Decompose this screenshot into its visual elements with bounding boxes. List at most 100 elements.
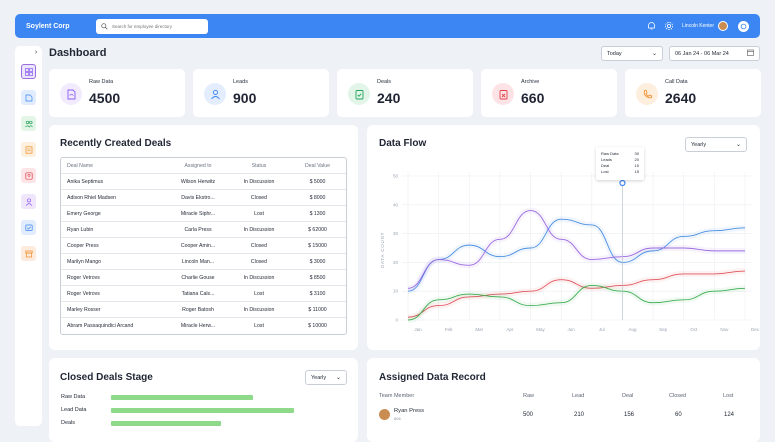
stat-label: Leads (233, 79, 248, 85)
sidebar-item-archive-icon[interactable] (21, 246, 36, 261)
table-cell: Closed (250, 258, 268, 265)
record-value: 124 (724, 412, 735, 418)
table-cell: Wilson Herwitz (180, 178, 216, 185)
data-flow-card: Data Flow Yearly ⌄ (367, 125, 760, 350)
calendar-icon (747, 49, 754, 58)
table-row[interactable]: Adison Rhiel Madsen Davis Ekstro... Closed… (61, 190, 346, 206)
tooltip-value: 15 (634, 163, 639, 168)
closed-stage-period-select[interactable]: Yearly ⌄ (305, 370, 347, 385)
deals-table: Deal Name Assigned to Status Deal Value … (60, 157, 347, 335)
tooltip-value: 15 (634, 169, 639, 174)
table-row[interactable]: Ryan Lubin Carla Press In Discussion $ 6200… (61, 222, 346, 238)
table-cell: $ 8000 (309, 194, 326, 201)
table-cell: $ 3000 (309, 258, 326, 265)
stat-value: 660 (521, 90, 545, 106)
table-cell: In Discussion (243, 306, 275, 313)
table-cell: Cooper Press (67, 242, 99, 249)
bell-icon[interactable] (646, 21, 657, 32)
table-cell: $ 1300 (309, 210, 326, 217)
tooltip-label: Leads (601, 157, 612, 162)
member-sub: 806 (394, 416, 401, 421)
stat-card-call-data[interactable]: Call Data 2640 (625, 69, 761, 117)
theme-toggle-icon[interactable] (738, 20, 749, 32)
table-cell: $ 3100 (309, 290, 326, 297)
table-header: Deal Name Assigned to Status Deal Value (61, 158, 346, 174)
sidebar-item-profile-icon[interactable] (21, 194, 36, 209)
closed-deals-stage-card: Closed Deals Stage Yearly ⌄ (49, 358, 358, 442)
sidebar-item-team-icon[interactable] (21, 116, 36, 131)
table-cell: Cooper Amin... (180, 242, 216, 249)
table-cell: Roger Batosh (182, 306, 214, 313)
table-cell: In Discussion (243, 274, 275, 281)
search-box[interactable] (96, 18, 208, 34)
user-name[interactable]: Lincoln Kenter (682, 23, 714, 29)
table-row[interactable]: Cooper Press Cooper Amin... Closed $ 15000 (61, 238, 346, 254)
period-select-value: Yearly (691, 141, 707, 148)
column-header[interactable]: Deal Value (305, 162, 330, 169)
table-row[interactable]: Anika Septimus Wilson Herwitz In Discussio… (61, 174, 346, 190)
date-range-picker[interactable]: 06 Jan 24 - 06 Mar 24 (669, 46, 760, 61)
stat-card-archive[interactable]: Archive 660 (481, 69, 617, 117)
column-header[interactable]: Status (251, 162, 267, 169)
table-cell: Charlie Gouse (181, 274, 215, 281)
record-value: 500 (523, 412, 534, 418)
bar-lead-data[interactable] (111, 408, 294, 413)
stat-value: 2640 (665, 90, 697, 106)
table-cell: $ 15000 (308, 242, 327, 249)
table-row[interactable]: Abram Passaquindici Arcand Miracle Herw..… (61, 318, 346, 334)
recent-deals-card: Recently Created Deals Deal Name Assigne… (49, 125, 358, 350)
stat-card-deals[interactable]: Deals 240 (337, 69, 473, 117)
bar-deals[interactable] (111, 421, 221, 426)
gear-icon[interactable] (663, 21, 674, 32)
record-value: 156 (624, 412, 635, 418)
sidebar-expand-icon[interactable]: › (34, 48, 38, 56)
table-cell: Anika Septimus (67, 178, 104, 185)
closed-stage-title: Closed Deals Stage (60, 372, 153, 383)
period-select[interactable]: Today ⌄ (601, 46, 663, 61)
table-cell: Lost (254, 210, 264, 217)
table-row[interactable]: Marley Rosser Roger Batosh In Discussion $ … (61, 302, 346, 318)
table-cell: Tatiana Cals... (181, 290, 215, 297)
chevron-down-icon: ⌄ (651, 51, 657, 57)
column-header[interactable]: Assigned to (184, 162, 212, 169)
sidebar-item-files-icon[interactable] (21, 90, 36, 105)
tooltip-label: Lost (601, 169, 609, 174)
stat-value: 240 (377, 90, 401, 106)
phone-icon (636, 83, 658, 105)
table-cell: $ 8500 (309, 274, 326, 281)
table-cell: Carla Press (184, 226, 212, 233)
data-flow-period-select[interactable]: Yearly ⌄ (685, 137, 747, 152)
table-row[interactable]: Emery George Miracle Siphr... Lost $ 1300 (61, 206, 346, 222)
stat-label: Archive (521, 79, 540, 85)
chart-tooltip: Raw Data 30 Leads 20 Deal 15 Lost 15 (596, 147, 644, 180)
sidebar-item-contacts-icon[interactable] (21, 168, 36, 183)
avatar (379, 409, 390, 420)
stat-label: Call Data (665, 79, 688, 85)
table-cell: Ryan Lubin (67, 226, 94, 233)
stat-label: Raw Data (89, 79, 114, 85)
brand-name[interactable]: Soylent Corp (26, 22, 70, 30)
sidebar-item-dashboard-icon[interactable] (21, 64, 36, 79)
stat-value: 900 (233, 90, 257, 106)
table-row[interactable]: Marilyn Mango Lincoln Man... Closed $ 3000 (61, 254, 346, 270)
column-header: Raw (523, 393, 535, 399)
bar-raw-data[interactable] (111, 395, 253, 400)
stat-card-leads[interactable]: Leads 900 (193, 69, 329, 117)
table-row[interactable]: Roger Vetrovs Charlie Gouse In Discussion $… (61, 270, 346, 286)
column-header: Deal (622, 393, 634, 399)
table-cell: $ 62000 (308, 226, 327, 233)
stat-card-raw-data[interactable]: Raw Data 4500 (49, 69, 185, 117)
assigned-data-record-card: Assigned Data Record (367, 358, 760, 442)
search-input[interactable] (112, 23, 202, 29)
member-name[interactable]: Ryan Press (394, 408, 424, 414)
table-row[interactable]: Roger Vetrovs Tatiana Cals... Lost $ 3100 (61, 286, 346, 302)
column-header[interactable]: Deal Name (67, 162, 93, 169)
sidebar-item-tasks-icon[interactable] (21, 220, 36, 235)
bar-label: Raw Data (61, 394, 86, 400)
user-avatar[interactable] (718, 21, 728, 31)
table-cell: Lost (254, 323, 264, 329)
bar-label: Deals (61, 420, 76, 426)
table-cell: Closed (250, 194, 268, 201)
table-cell: Lincoln Man... (181, 258, 215, 265)
sidebar-item-notes-icon[interactable] (21, 142, 36, 157)
